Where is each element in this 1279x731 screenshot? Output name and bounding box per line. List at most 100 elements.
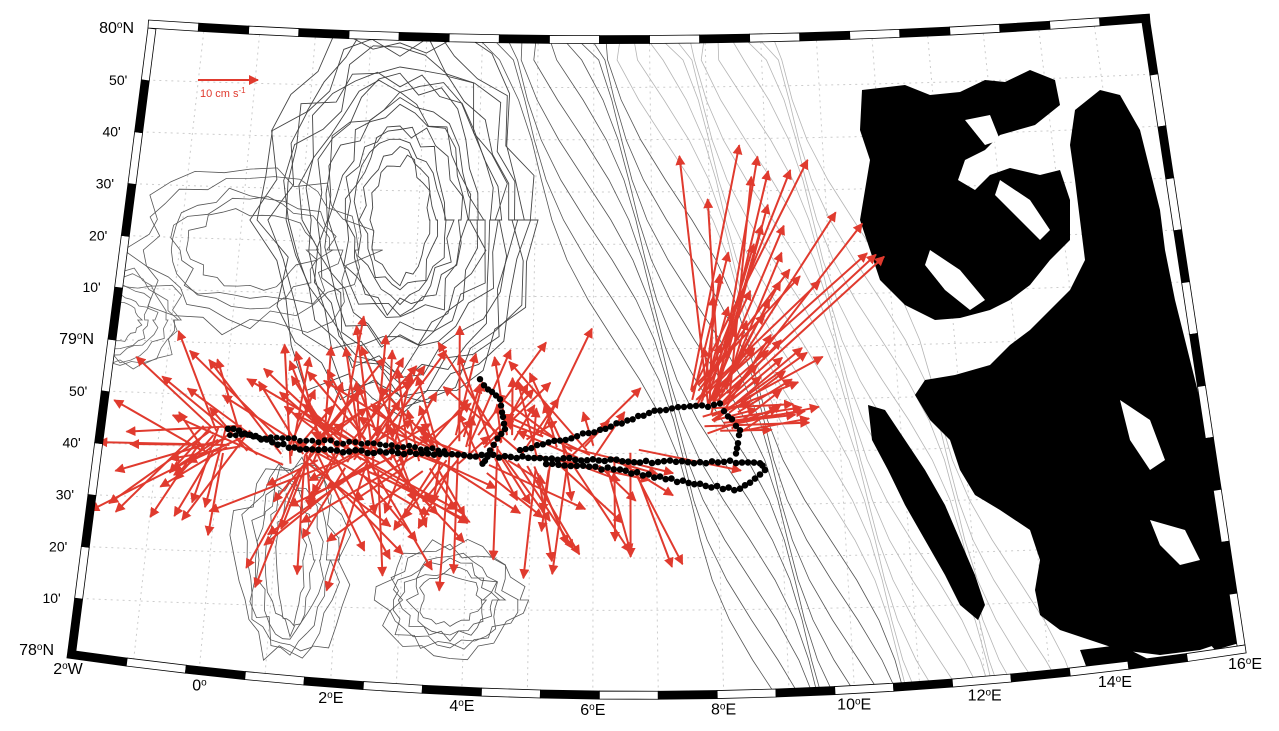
current-vector: [723, 410, 797, 424]
current-vector: [503, 420, 544, 438]
station-dot: [666, 457, 674, 464]
station-dot: [628, 470, 635, 477]
station-dot: [679, 477, 687, 485]
station-dot: [635, 412, 642, 420]
current-vector: [561, 445, 576, 502]
current-vector: [89, 453, 202, 512]
contour-line: [327, 103, 469, 318]
station-dot: [585, 463, 593, 471]
station-dot: [648, 459, 656, 467]
current-vector: [496, 448, 551, 522]
station-dot: [744, 459, 752, 466]
station-dot: [516, 446, 524, 454]
frame-top-segment: [147, 19, 200, 32]
station-dot: [478, 451, 486, 459]
longitude-label: 6oE: [580, 702, 605, 720]
longitude-label-deg: 16: [1228, 656, 1246, 673]
station-dot: [376, 448, 384, 455]
current-vector: [715, 252, 868, 389]
contour-line: [170, 196, 335, 300]
current-vector: [419, 435, 465, 454]
current-vector: [186, 387, 255, 439]
station-dot: [352, 447, 359, 454]
contour-line: [142, 176, 361, 330]
longitude-label: 2oW: [53, 661, 83, 679]
frame-top-segment: [298, 28, 350, 40]
station-dot: [280, 440, 287, 448]
station-dot: [733, 445, 741, 452]
station-dot: [480, 382, 488, 389]
station-dot: [412, 444, 418, 451]
station-dot: [684, 458, 692, 466]
current-vector: [533, 466, 569, 546]
current-vector: [374, 349, 448, 447]
current-vector: [525, 420, 558, 441]
current-vector: [720, 424, 773, 435]
station-dot: [610, 466, 618, 473]
station-dot: [692, 402, 700, 409]
station-dot: [256, 434, 263, 441]
station-dot: [734, 440, 742, 447]
station-dot: [269, 438, 276, 446]
latitude-label-minor: 50': [69, 383, 87, 399]
longitude-label-hemisphere: E: [333, 690, 344, 707]
current-vector: [409, 391, 438, 438]
degree-sign: o: [327, 690, 333, 701]
contour-line: [405, 566, 493, 636]
station-dot: [536, 454, 544, 462]
longitude-label-deg: 12: [968, 687, 986, 704]
station-dot: [672, 458, 680, 466]
fjord-2: [995, 180, 1050, 240]
current-vector: [477, 341, 547, 436]
current-vector: [605, 466, 634, 555]
current-vector: [500, 457, 531, 505]
contour-line: [419, 573, 484, 627]
station-dot: [673, 478, 681, 486]
contour-line: [344, 126, 455, 317]
latitude-label-minor: 40': [62, 435, 80, 451]
station-dot: [394, 444, 401, 451]
latitude-label-minor: 20': [49, 538, 67, 554]
current-vector: [173, 448, 216, 517]
longitude-label-deg: 6: [580, 702, 589, 719]
longitude-label-hemisphere: E: [1121, 674, 1132, 691]
station-dot: [624, 458, 632, 466]
station-dot: [691, 480, 698, 488]
degree-sign: o: [1246, 656, 1252, 667]
station-dot: [533, 441, 541, 449]
station-dot: [566, 454, 573, 462]
current-vector: [204, 452, 224, 537]
station-dot: [573, 433, 581, 440]
station-dot: [279, 435, 286, 442]
degree-sign: o: [117, 20, 123, 31]
current-vector: [390, 451, 416, 502]
current-vector: [308, 452, 361, 482]
current-vector: [548, 457, 570, 576]
latitude-label-minor: 40': [102, 124, 120, 140]
station-dot: [549, 460, 556, 468]
station-dot: [466, 453, 474, 460]
longitude-label-hemisphere: E: [595, 702, 606, 719]
current-vector: [722, 211, 837, 389]
frame-bottom-segment: [1186, 644, 1247, 662]
current-vector: [707, 224, 785, 404]
longitude-label: 14oE: [1098, 673, 1132, 691]
station-dot: [406, 442, 413, 449]
scale-arrow: 10 cm s-1: [198, 75, 259, 100]
contour-line: [397, 557, 501, 642]
station-dot: [720, 458, 728, 466]
frame-bottom-segment: [480, 687, 541, 699]
station-dot: [585, 429, 592, 437]
station-dot: [364, 440, 371, 447]
longitude-label: 0o: [192, 677, 207, 695]
station-dot: [545, 439, 552, 446]
longitude-label-deg: 0: [192, 678, 201, 695]
station-dot: [394, 449, 402, 457]
latitude-label-major: 79oN: [59, 331, 94, 349]
frame-top-segment: [348, 30, 400, 41]
station-dot: [702, 482, 709, 490]
station-dot: [542, 460, 550, 468]
station-dot: [346, 438, 353, 445]
station-dot: [507, 453, 515, 461]
station-dot: [224, 425, 232, 433]
